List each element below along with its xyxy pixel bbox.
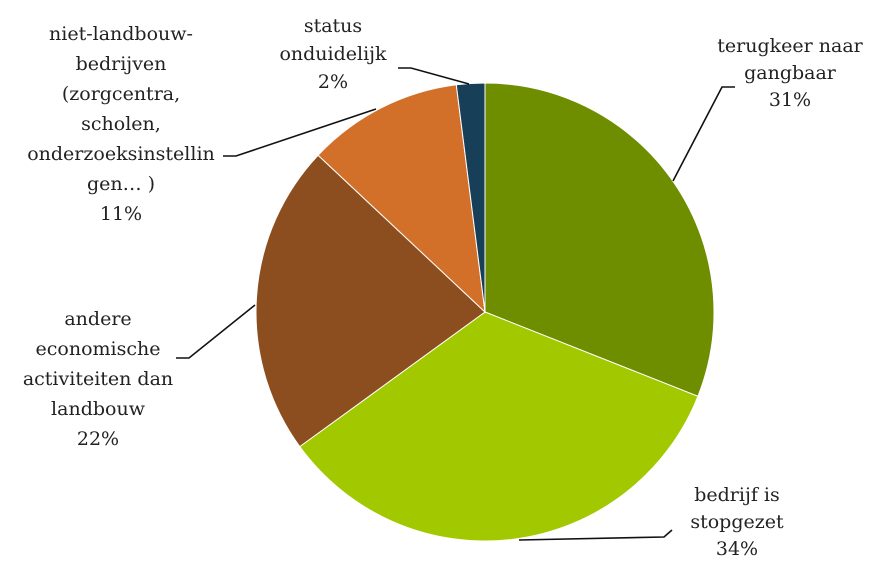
slice-label-line: onduidelijk — [279, 43, 387, 65]
slice-label-line: gangbaar — [744, 62, 837, 84]
slice-label-line: andere — [64, 308, 131, 330]
slice-label-line: niet-landbouw- — [49, 23, 193, 45]
pie-slice-stopgezet — [299, 311, 699, 542]
slice-label-line: stopgezet — [690, 511, 784, 533]
slice-label-line: onderzoeksinstellin — [27, 143, 215, 165]
slice-percent: 2% — [318, 71, 348, 93]
slice-percent: 22% — [77, 428, 119, 450]
slice-label-line: terugkeer naar — [717, 35, 863, 57]
leader-line-stopgezet — [518, 529, 673, 541]
slice-percent: 34% — [716, 538, 758, 560]
leader-line-gangbaar — [672, 86, 735, 182]
slice-label-line: (zorgcentra, — [62, 83, 180, 105]
slice-label-line: landbouw — [51, 398, 146, 420]
slice-label-line: status — [304, 15, 362, 37]
leader-line-andere — [176, 304, 256, 359]
slice-label-line: scholen, — [81, 113, 161, 135]
slice-label-niet-landbouw: niet-landbouw-bedrijven (zorgcentra, schol… — [27, 23, 215, 225]
slice-percent: 31% — [769, 89, 811, 111]
pie-slice-niet-landbouw — [317, 84, 486, 314]
slice-label-gangbaar: terugkeer naar gangbaar 31% — [717, 35, 863, 111]
pie-slice-andere — [255, 154, 486, 448]
slice-label-onduidelijk: status onduidelijk 2% — [279, 15, 387, 93]
leader-lines — [176, 67, 735, 541]
slice-label-line: bedrijf is — [694, 484, 780, 506]
slice-label-andere: andere economische activiteiten dan landbou… — [23, 308, 173, 450]
pie-slice-onduidelijk — [455, 82, 486, 313]
slice-label-stopgezet: bedrijf is stopgezet 34% — [690, 484, 784, 560]
slice-label-line: bedrijven — [76, 53, 167, 75]
slice-label-line: economische — [36, 338, 161, 360]
pie-slices — [255, 82, 715, 542]
leader-line-onduidelijk — [398, 67, 470, 85]
slice-label-line: gen… ) — [87, 173, 155, 195]
pie-slice-gangbaar — [484, 82, 715, 397]
leader-line-niet-landbouw — [223, 108, 377, 157]
slice-label-line: activiteiten dan — [23, 368, 173, 390]
slice-percent: 11% — [100, 203, 142, 225]
slice-labels: terugkeer naar gangbaar 31% bedrijf is stopg… — [23, 15, 864, 560]
